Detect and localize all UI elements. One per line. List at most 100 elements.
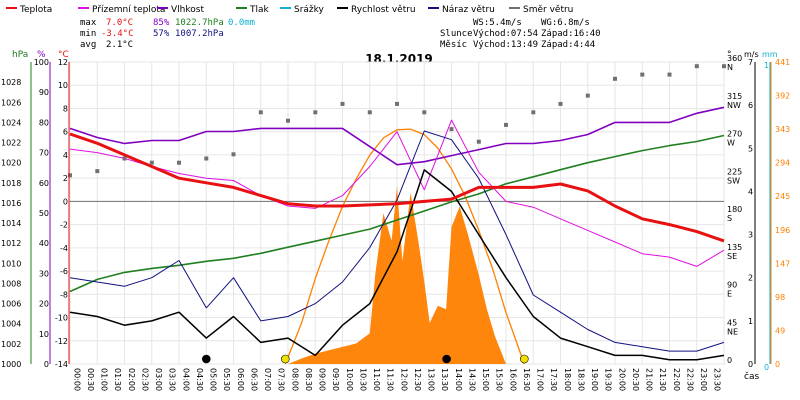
solar-theoretical-line <box>284 128 525 365</box>
tick-time: 09:30 <box>331 368 340 391</box>
wind-direction-point <box>722 64 726 69</box>
tick-time: 10:00 <box>345 368 354 391</box>
moon-set: Západ:4:44 <box>541 40 595 50</box>
stat-max-temp: 7.0°C <box>106 18 133 28</box>
tick-humidity: 70 <box>39 149 49 158</box>
legend-label-2: Přízemní teplota <box>92 5 165 15</box>
wind-direction-point <box>558 101 563 106</box>
wind-gust-info: WG:6.8m/s <box>541 18 590 28</box>
tick-wind-speed: 1 <box>748 317 753 326</box>
stat-avg-temp: 2.1°C <box>106 40 133 50</box>
wind-direction-point <box>367 110 372 115</box>
tick-direction-deg: 135 <box>727 243 742 252</box>
wind-direction-point <box>95 169 100 174</box>
tick-time: 11:00 <box>372 368 381 391</box>
tick-time: 02:00 <box>127 368 136 391</box>
tick-direction-label: NW <box>727 101 741 110</box>
stat-avg-label: avg <box>80 40 96 50</box>
sun-set-marker <box>519 354 529 364</box>
tick-time: 16:00 <box>508 368 517 391</box>
stat-min-label: min <box>80 29 96 39</box>
legend-label-8: Směr větru <box>523 5 573 15</box>
tick-time: 09:00 <box>318 368 327 391</box>
tick-humidity: 40 <box>39 239 49 248</box>
tick-pressure: 1012 <box>1 239 21 248</box>
tick-time: 06:00 <box>236 368 245 391</box>
tick-rain: 1 <box>764 61 769 70</box>
tick-solar: 196 <box>775 226 790 235</box>
tick-pressure: 1010 <box>1 259 21 268</box>
legend-label-3: Vlhkost <box>171 5 204 15</box>
tick-pressure: 1020 <box>1 159 21 168</box>
tick-time: 04:00 <box>181 368 190 391</box>
tick-time: 13:00 <box>427 368 436 391</box>
tick-humidity: 30 <box>39 269 49 278</box>
tick-temperature: -8 <box>60 290 68 299</box>
wind-direction-point <box>476 139 481 144</box>
tick-time: 01:00 <box>100 368 109 391</box>
tick-rain: 0 <box>764 363 769 372</box>
tick-direction-deg: 90 <box>727 281 737 290</box>
stat-max-hum: 85% <box>153 18 170 28</box>
axis-unit-hpa: hPa <box>12 50 28 60</box>
moon-rise: Východ:13:49 <box>473 40 538 50</box>
stat-min-temp: -3.4°C <box>101 29 134 39</box>
tick-time: 14:30 <box>467 368 476 391</box>
tick-time: 12:00 <box>399 368 408 391</box>
tick-solar: 0 <box>775 360 780 369</box>
axis-unit-degc: °C <box>58 50 69 60</box>
tick-time: 06:30 <box>249 368 258 391</box>
wind-direction-point <box>313 110 318 115</box>
axis-unit-pct: % <box>37 50 46 60</box>
tick-time: 21:30 <box>658 368 667 391</box>
axis-unit-time: čas <box>744 371 759 382</box>
tick-solar: 245 <box>775 192 790 201</box>
stat-max-press: 1022.7hPa <box>175 18 224 28</box>
tick-solar: 147 <box>775 259 790 268</box>
tick-solar: 98 <box>775 293 785 302</box>
tick-pressure: 1016 <box>1 199 21 208</box>
tick-direction-label: SW <box>727 176 740 185</box>
tick-time: 12:30 <box>413 368 422 391</box>
tick-time: 15:30 <box>495 368 504 391</box>
tick-temperature: -14 <box>55 360 68 369</box>
tick-time: 02:30 <box>140 368 149 391</box>
moon-rise-marker <box>442 354 451 364</box>
series-line-2 <box>69 119 725 267</box>
tick-direction-label: S <box>727 214 732 223</box>
tick-time: 17:30 <box>549 368 558 391</box>
series-line-5 <box>69 169 725 361</box>
tick-time: 13:30 <box>440 368 449 391</box>
tick-wind-speed: 4 <box>748 187 753 196</box>
wind-direction-point <box>258 110 263 115</box>
tick-humidity: 80 <box>39 118 49 127</box>
wind-direction-point <box>585 93 590 98</box>
tick-time: 11:30 <box>386 368 395 391</box>
wind-direction-point <box>340 101 345 106</box>
stat-min-hum: 57% <box>153 29 170 39</box>
tick-temperature: 4 <box>63 151 68 160</box>
tick-temperature: -6 <box>60 267 68 276</box>
tick-humidity: 20 <box>39 300 49 309</box>
wind-direction-point <box>204 156 209 161</box>
sun-set: Západ:16:40 <box>541 29 601 39</box>
tick-temperature: -10 <box>55 314 68 323</box>
wind-direction-series <box>68 64 726 178</box>
tick-humidity: 60 <box>39 179 49 188</box>
tick-time: 05:00 <box>209 368 218 391</box>
tick-solar: 441 <box>775 58 790 67</box>
tick-time: 08:30 <box>304 368 313 391</box>
tick-wind-speed: 2 <box>748 274 753 283</box>
tick-pressure: 1026 <box>1 98 21 107</box>
sun-label: Slunce <box>440 29 473 39</box>
tick-time: 23:00 <box>699 368 708 391</box>
tick-direction-label: NE <box>727 327 738 336</box>
tick-temperature: 6 <box>63 128 68 137</box>
tick-time: 22:30 <box>685 368 694 391</box>
tick-solar: 49 <box>775 326 785 335</box>
wind-direction-point <box>531 110 536 115</box>
tick-pressure: 1024 <box>1 118 21 127</box>
wind-direction-point <box>231 152 236 157</box>
tick-time: 22:00 <box>672 368 681 391</box>
